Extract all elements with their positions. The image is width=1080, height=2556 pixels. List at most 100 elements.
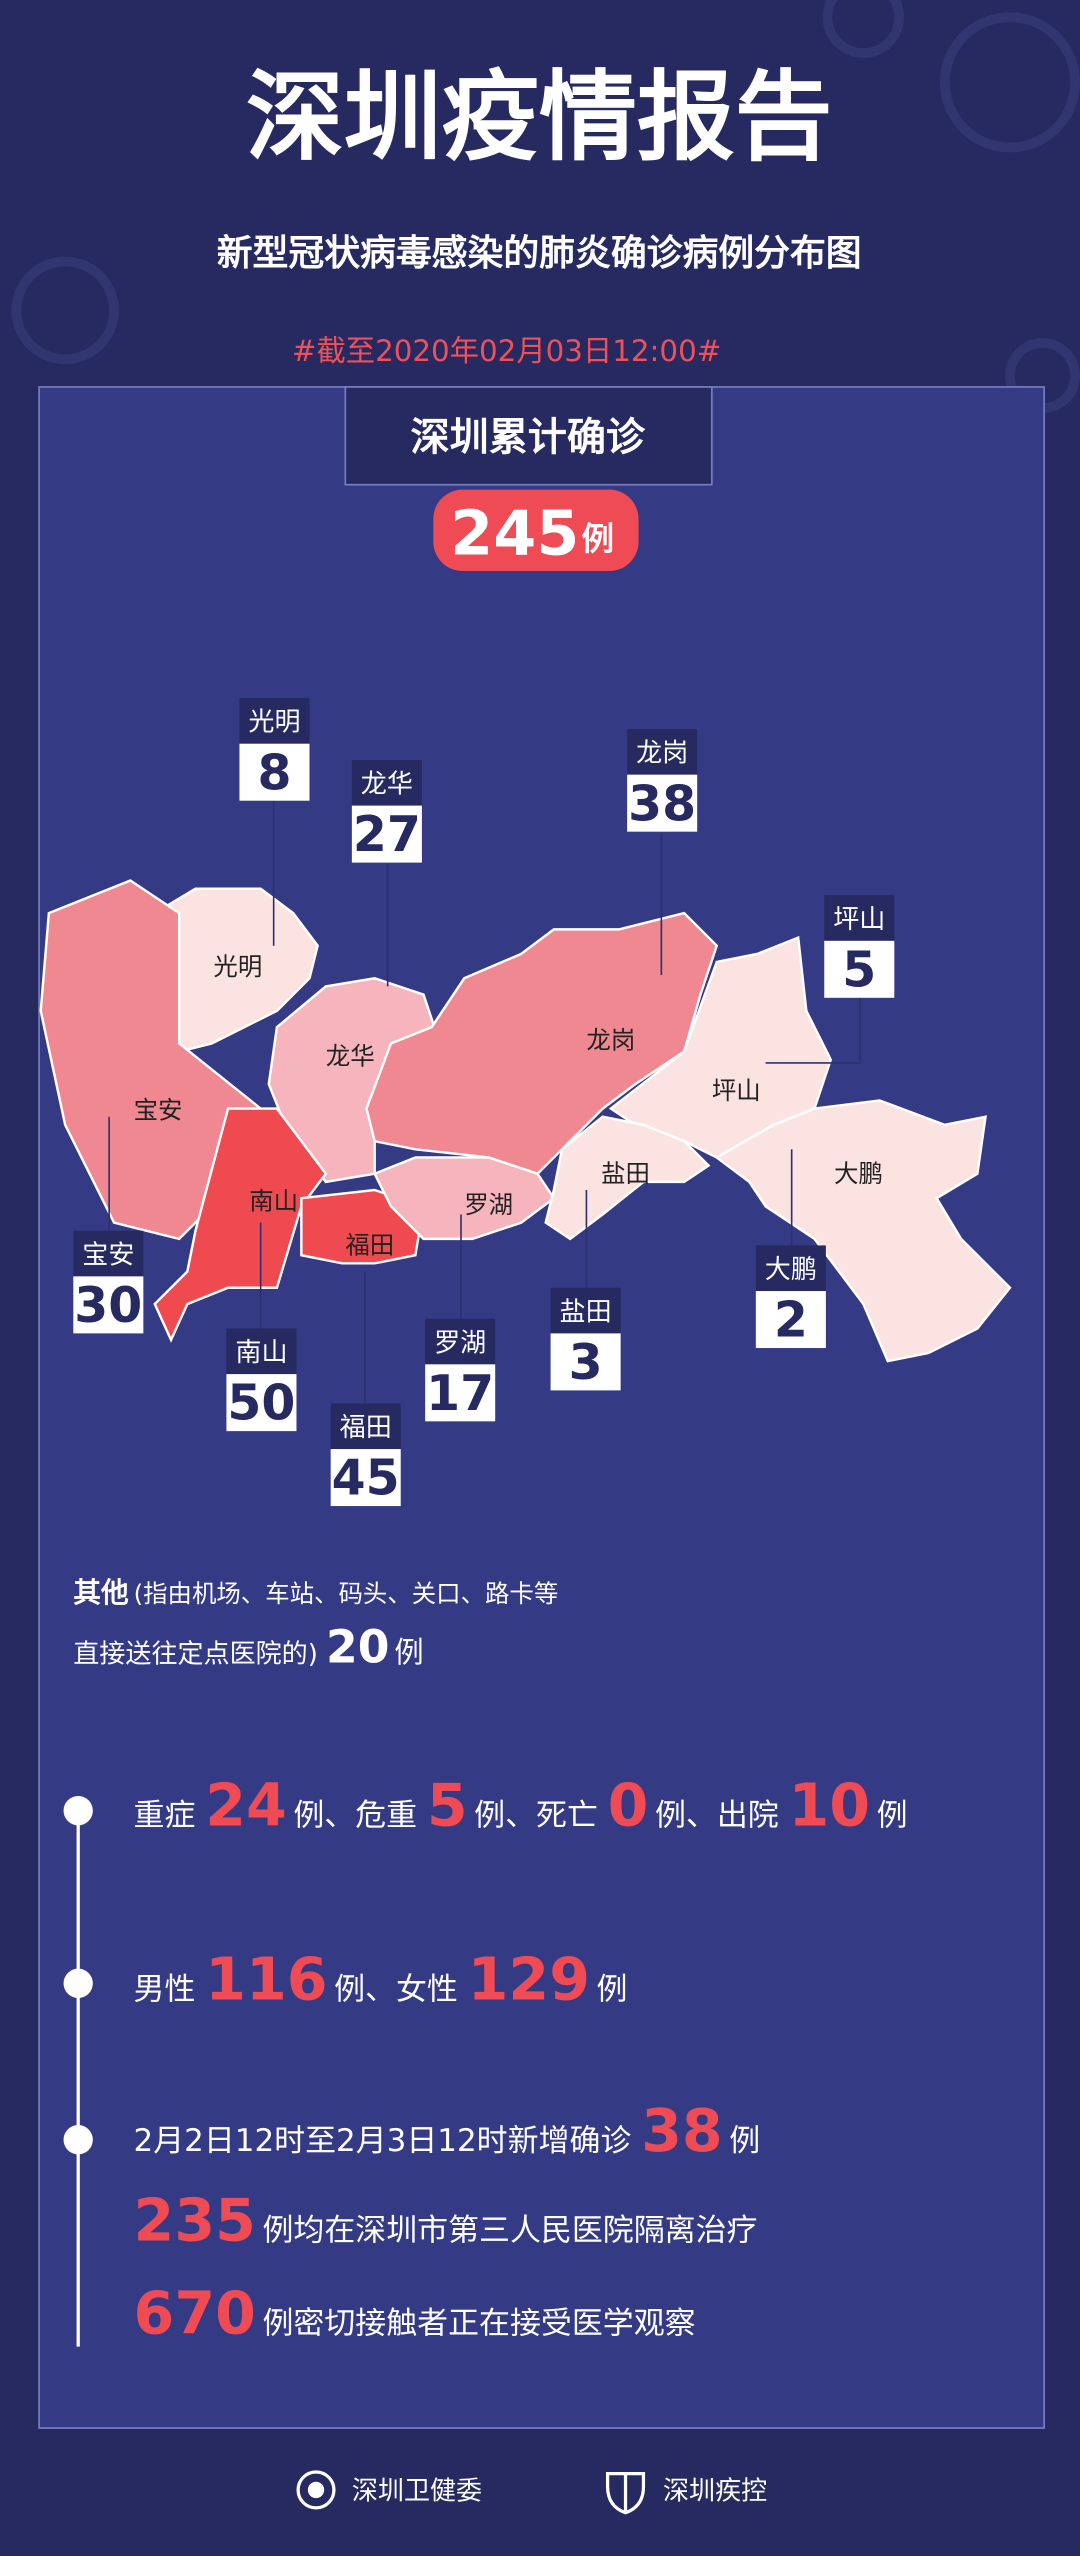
callout-name: 坪山 xyxy=(833,905,885,935)
others-line-2: 直接送往定点医院的) 20 例 xyxy=(73,1620,423,1673)
callout-name-box xyxy=(627,729,698,775)
others-unit: 例 xyxy=(394,1635,423,1669)
highlight-number: 116 xyxy=(205,1946,327,2014)
timeline: 重症 24 例、危重 5 例、死亡 0 例、出院 10 例男性 116 例、女性 129 例2月2日12… xyxy=(134,1771,908,2347)
timeline-text: 例密切接触者正在接受医学观察 xyxy=(262,2306,695,2342)
highlight-number: 670 xyxy=(134,2280,256,2348)
timeline-item: 670 例密切接触者正在接受医学观察 xyxy=(134,2280,696,2348)
total-unit: 例 xyxy=(582,520,615,558)
district-map-label: 南山 xyxy=(249,1187,298,1216)
timeline-text: 例 xyxy=(729,2123,760,2159)
callout-value-box xyxy=(330,1449,401,1507)
title: 深圳疫情报告 xyxy=(246,61,832,175)
callout-value: 30 xyxy=(74,1277,142,1334)
highlight-number: 129 xyxy=(468,1946,590,2014)
date: #截至2020年02月03日12:00# xyxy=(292,334,721,368)
timeline-item: 男性 116 例、女性 129 例 xyxy=(134,1946,628,2014)
callout-value: 45 xyxy=(332,1450,400,1507)
highlight-number: 10 xyxy=(789,1771,871,1839)
callout-value-box xyxy=(425,1364,496,1422)
total-value: 245 xyxy=(450,498,579,570)
district-map-label: 盐田 xyxy=(601,1159,650,1188)
timeline-text: 重症 xyxy=(134,1797,196,1833)
callout-name-box xyxy=(824,895,895,941)
callout-name-box xyxy=(239,698,310,744)
timeline-text: 例 xyxy=(877,1797,908,1833)
subtitle: 新型冠状病毒感染的肺炎确诊病例分布图 xyxy=(217,233,862,274)
callouts: 光明 8 龙华 27 龙岗 38 坪山 5 宝安 30 南山 50 福田 45 罗湖 17 盐田 3 大鹏 2 xyxy=(73,698,895,1507)
timeline-item: 重症 24 例、危重 5 例、死亡 0 例、出院 10 例 xyxy=(134,1771,908,1839)
callout-name-box xyxy=(755,1245,826,1292)
callout-value: 2 xyxy=(774,1292,808,1349)
callout-name: 福田 xyxy=(340,1413,392,1443)
timeline-text: 2月2日12时至2月3日12时新增确诊 xyxy=(134,2123,632,2159)
callout-name-box xyxy=(330,1403,401,1450)
district-area xyxy=(372,1156,556,1241)
callout-value-box xyxy=(627,774,698,832)
callout-value-box xyxy=(239,743,310,801)
timeline-dots xyxy=(63,1796,93,2155)
district-map-label: 宝安 xyxy=(134,1095,183,1124)
callout-value: 17 xyxy=(426,1365,494,1422)
callout-value: 27 xyxy=(353,806,421,863)
callout-value-box xyxy=(824,940,895,998)
callout-value-box xyxy=(755,1291,826,1349)
total-box xyxy=(344,386,713,486)
others-line-1: 其他 (指由机场、车站、码头、关口、路卡等 xyxy=(73,1576,558,1609)
callout-name: 龙华 xyxy=(361,770,413,800)
callout-value: 8 xyxy=(257,744,291,801)
district-area xyxy=(714,1099,1012,1363)
callout-name-box xyxy=(425,1318,496,1365)
callout-name-box xyxy=(550,1287,621,1334)
footer: 深圳卫健委 深圳疾控 xyxy=(296,2470,767,2515)
panel xyxy=(38,386,1045,2429)
others-label: 其他 xyxy=(73,1576,129,1609)
timeline-text: 例、女性 xyxy=(334,1972,458,2008)
logo-icon xyxy=(296,2470,336,2510)
callout-value-box xyxy=(351,805,422,863)
logo-icon xyxy=(307,2481,325,2499)
callout-name: 龙岗 xyxy=(636,739,688,769)
callout-value: 50 xyxy=(227,1375,295,1432)
total-pill xyxy=(433,489,639,572)
callout-value-box xyxy=(550,1333,621,1391)
callout-name-box xyxy=(73,1230,144,1277)
decoration xyxy=(11,0,1080,414)
district-map-label: 龙华 xyxy=(326,1042,375,1071)
footer-text: 深圳疾控 xyxy=(663,2477,767,2507)
callout-name-box xyxy=(226,1328,297,1375)
callout-name-box xyxy=(351,759,422,806)
district-map-label: 福田 xyxy=(345,1231,394,1260)
timeline-text: 例 xyxy=(597,1972,628,2008)
timeline-text: 例、危重 xyxy=(293,1797,417,1833)
callout-name: 宝安 xyxy=(82,1240,134,1270)
timeline-text: 例、出院 xyxy=(655,1797,779,1833)
others-note-2: 直接送往定点医院的) xyxy=(73,1639,318,1669)
callout-value: 3 xyxy=(569,1334,603,1391)
highlight-number: 235 xyxy=(134,2187,256,2255)
timeline-item: 235 例均在深圳市第三人民医院隔离治疗 xyxy=(134,2187,758,2255)
timeline-text: 例均在深圳市第三人民医院隔离治疗 xyxy=(262,2213,757,2249)
leader-line xyxy=(765,997,861,1064)
district-area xyxy=(153,1107,328,1343)
district-map-label: 大鹏 xyxy=(834,1159,883,1188)
district-map-label: 坪山 xyxy=(712,1076,761,1105)
highlight-number: 0 xyxy=(608,1771,649,1839)
callout-name: 盐田 xyxy=(560,1297,612,1327)
callout-value-box xyxy=(73,1276,144,1334)
callout-value: 38 xyxy=(628,775,696,832)
timeline-text: 男性 xyxy=(134,1972,196,2008)
footer-text: 深圳卫健委 xyxy=(352,2477,482,2507)
callout-name: 罗湖 xyxy=(434,1328,486,1358)
district-map-label: 龙岗 xyxy=(586,1025,635,1054)
district-map-label: 罗湖 xyxy=(464,1190,513,1219)
others-note: (指由机场、车站、码头、关口、路卡等 xyxy=(134,1579,559,1608)
timeline-item: 2月2日12时至2月3日12时新增确诊 38 例 xyxy=(134,2097,761,2165)
callout-name: 南山 xyxy=(235,1338,287,1368)
total-label: 深圳累计确诊 xyxy=(411,415,646,460)
timeline-text: 例、死亡 xyxy=(474,1797,598,1833)
callout-name: 大鹏 xyxy=(765,1255,817,1285)
callout-value: 5 xyxy=(842,941,876,998)
